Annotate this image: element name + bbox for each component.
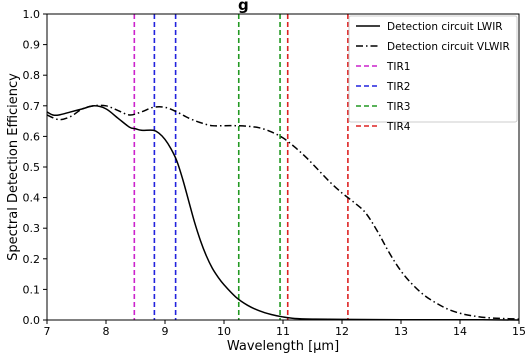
x-tick-label: 11	[276, 325, 290, 338]
y-tick-label: 0.9	[23, 39, 41, 52]
legend-label: Detection circuit LWIR	[387, 21, 503, 33]
legend-label: Detection circuit VLWIR	[387, 41, 510, 53]
x-tick-label: 15	[512, 325, 526, 338]
x-axis-label: Wavelength [μm]	[227, 339, 339, 354]
y-tick-label: 1.0	[23, 8, 41, 21]
legend-label: TIR4	[386, 121, 411, 133]
y-tick-label: 0.2	[23, 253, 41, 266]
legend-label: TIR2	[386, 81, 411, 93]
y-tick-label: 0.5	[23, 161, 41, 174]
y-tick-label: 0.4	[23, 192, 41, 205]
y-tick-label: 0.7	[23, 100, 41, 113]
y-tick-label: 0.3	[23, 222, 41, 235]
x-tick-label: 9	[162, 325, 169, 338]
y-tick-label: 0.6	[23, 130, 41, 143]
series-line-vlwir	[47, 105, 519, 319]
x-tick-label: 14	[453, 325, 467, 338]
chart-title-partial: g	[238, 0, 249, 14]
y-axis-label: Spectral Detection Efficiency	[6, 73, 21, 261]
x-tick-label: 10	[217, 325, 231, 338]
x-tick-label: 8	[103, 325, 110, 338]
legend: Detection circuit LWIR Detection circuit …	[349, 16, 517, 133]
x-tick-label: 12	[335, 325, 349, 338]
x-tick-label: 13	[394, 325, 408, 338]
legend-label: TIR3	[386, 101, 411, 113]
legend-label: TIR1	[386, 61, 411, 73]
x-tick-label: 7	[44, 325, 51, 338]
y-tick-label: 0.8	[23, 69, 41, 82]
y-tick-label: 0.0	[23, 314, 41, 327]
y-tick-label: 0.1	[23, 283, 41, 296]
